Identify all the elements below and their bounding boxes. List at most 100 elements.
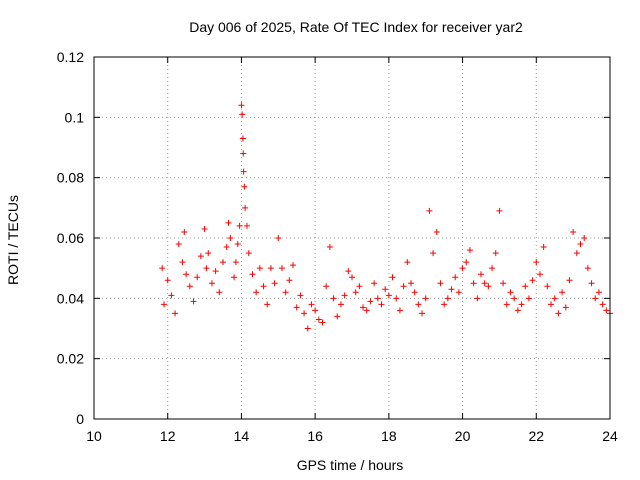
data-point-plus: [161, 301, 168, 308]
data-point-plus: [203, 265, 210, 272]
data-point-plus: [242, 204, 249, 211]
data-point-plus: [304, 325, 311, 332]
data-point-plus: [595, 289, 602, 296]
data-point-plus: [533, 259, 540, 266]
data-point-plus: [168, 292, 175, 299]
x-tick-label: 18: [381, 428, 397, 444]
data-point-plus: [500, 280, 507, 287]
data-point-plus: [352, 289, 359, 296]
data-point-plus: [220, 259, 226, 266]
data-point-plus: [243, 222, 250, 229]
data-point-plus: [190, 298, 197, 305]
data-point-plus: [441, 301, 448, 308]
data-point-plus: [584, 265, 591, 272]
data-point-plus: [245, 250, 252, 257]
data-point-plus: [256, 265, 263, 272]
data-point-plus: [382, 286, 389, 293]
data-point-plus: [422, 295, 429, 302]
data-point-plus: [459, 265, 466, 272]
x-tick-label: 10: [86, 428, 102, 444]
data-point-plus: [293, 304, 300, 311]
data-point-plus: [275, 235, 282, 241]
data-point-plus: [444, 295, 451, 302]
data-point-plus: [470, 280, 477, 287]
data-point-plus: [197, 253, 204, 260]
data-point-plus: [548, 301, 555, 308]
data-point-plus: [496, 207, 503, 214]
data-point-plus: [485, 283, 492, 290]
data-point-plus: [208, 280, 215, 287]
data-point-plus: [356, 283, 363, 290]
data-point-plus: [315, 316, 322, 323]
chart-title: Day 006 of 2025, Rate Of TEC Index for r…: [189, 19, 523, 35]
data-point-plus: [216, 289, 223, 296]
data-point-plus: [264, 301, 271, 308]
data-point-plus: [555, 310, 562, 317]
y-tick-label: 0.06: [57, 230, 84, 246]
data-point-plus: [181, 228, 188, 235]
data-point-plus: [448, 286, 455, 293]
data-point-plus: [536, 271, 543, 278]
data-point-plus: [404, 259, 411, 266]
data-point-plus: [518, 301, 525, 308]
data-point-plus: [389, 274, 396, 281]
data-point-plus: [179, 259, 186, 266]
data-point-plus: [400, 283, 407, 290]
data-point-plus: [267, 265, 274, 272]
data-point-plus: [241, 183, 248, 190]
data-point-plus: [223, 244, 230, 251]
data-point-plus: [507, 289, 514, 296]
data-point-plus: [514, 307, 521, 314]
data-point-plus: [433, 228, 440, 235]
data-point-plus: [559, 289, 566, 296]
data-point-plus: [407, 280, 414, 287]
data-point-plus: [511, 295, 518, 302]
data-point-plus: [240, 168, 247, 175]
data-point-plus: [330, 295, 337, 302]
data-point-plus: [437, 280, 444, 287]
data-point-plus: [341, 292, 348, 299]
data-point-plus: [183, 271, 190, 278]
y-tick-label: 0.02: [57, 351, 84, 367]
data-points: [159, 102, 613, 332]
data-point-plus: [529, 277, 536, 284]
data-point-plus: [319, 319, 326, 326]
data-point-plus: [205, 250, 212, 257]
data-point-plus: [463, 259, 470, 266]
data-point-plus: [415, 301, 422, 308]
data-point-plus: [334, 313, 341, 320]
data-point-plus: [466, 247, 473, 254]
ticks-layer: 10 12 14 16 18 20 22 24 0 0.02 0.04 0.06 0.08 0.1 0.12: [57, 49, 618, 444]
data-point-plus: [278, 265, 285, 272]
data-point-plus: [566, 277, 573, 284]
data-point-plus: [323, 283, 330, 290]
data-point-plus: [236, 222, 243, 229]
data-point-plus: [367, 298, 374, 305]
data-point-plus: [393, 295, 400, 302]
data-point-plus: [581, 235, 588, 241]
data-point-plus: [253, 289, 260, 296]
data-point-plus: [573, 250, 580, 257]
grid-layer: [94, 57, 610, 419]
data-point-plus: [478, 271, 484, 278]
data-point-plus: [385, 292, 392, 299]
data-point-plus: [481, 280, 488, 287]
data-point-plus: [426, 207, 433, 214]
data-point-plus: [345, 268, 352, 275]
data-point-plus: [592, 295, 599, 302]
data-point-plus: [297, 292, 304, 299]
data-point-plus: [452, 274, 459, 281]
y-tick-label: 0: [76, 411, 84, 427]
data-point-plus: [201, 225, 208, 232]
x-tick-label: 22: [528, 428, 544, 444]
y-axis-label: ROTI / TECUs: [5, 195, 21, 285]
data-point-plus: [374, 295, 381, 302]
data-point-plus: [430, 250, 437, 257]
data-point-plus: [186, 283, 193, 290]
data-point-plus: [240, 150, 247, 157]
data-point-plus: [455, 289, 462, 296]
data-point-plus: [371, 280, 378, 287]
plot-frame: [93, 56, 611, 420]
x-tick-label: 20: [455, 428, 471, 444]
